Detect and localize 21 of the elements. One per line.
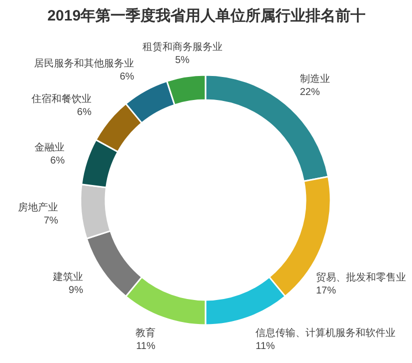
data-label: 17%: [316, 286, 336, 297]
chart-title: 2019年第一季度我省用人单位所属行业排名前十: [47, 6, 366, 24]
data-label: 7%: [44, 216, 58, 226]
data-label: 11%: [256, 341, 276, 352]
slice-label: 金融业: [34, 142, 65, 154]
slice-label: 贸易、批发和零售业: [316, 272, 406, 284]
slice-label: 建筑业: [52, 270, 84, 283]
slice-label: 教育: [135, 327, 156, 340]
data-label: 6%: [120, 71, 134, 82]
data-label: 11%: [136, 341, 156, 352]
data-label: 5%: [175, 54, 190, 66]
slice-label: 租赁和商务服务业: [142, 40, 222, 53]
slice-label: 住宿和餐饮业: [31, 92, 92, 105]
slice-label: 居民服务和其他服务业: [34, 57, 134, 70]
slice-label: 信息传输、计算机服务和软件业: [256, 327, 396, 340]
data-label: 6%: [77, 106, 92, 118]
data-label: 6%: [50, 156, 65, 167]
data-label: 22%: [300, 87, 320, 98]
data-label: 9%: [68, 284, 84, 296]
slice-label: 制造业: [300, 73, 330, 86]
slice-label: 房地产业: [18, 201, 58, 214]
